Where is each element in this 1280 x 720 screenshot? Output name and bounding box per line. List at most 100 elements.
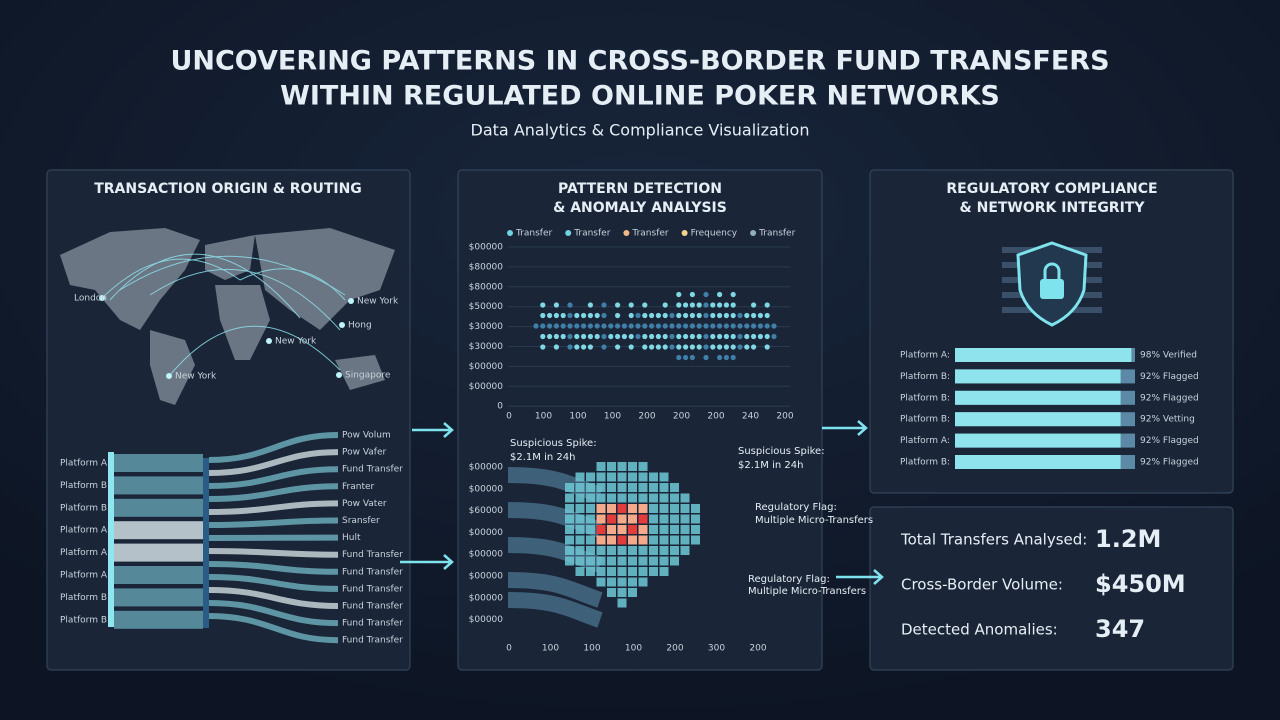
scatter-dot [533,323,539,329]
map-label: New York [357,297,399,307]
scatter-dot [757,323,764,329]
scatter-dot [587,302,594,308]
heat-cell [586,493,595,503]
heat-cell [596,483,606,492]
target-label: Fund Transfer [342,584,403,594]
scatter-dot [683,323,689,329]
heat-cell [607,525,616,534]
continent [205,235,255,280]
x-tick-label: 200 [673,412,690,422]
scatter-dot [587,344,594,350]
scatter-dot [764,333,770,340]
heat-cell [628,472,637,482]
scatter-dot [696,344,702,350]
bar-label: Platform A: [900,436,950,446]
target-label: Pow Vater [342,499,387,509]
x-tick-label: 0 [506,644,512,654]
heat-cell [691,504,700,513]
continent [215,285,270,360]
target-label: Fund Transfer [342,550,403,560]
scatter-dot [567,344,573,350]
annotation: Regulatory Flag: Multiple Micro-Transfers [755,502,873,526]
x-tick-label: 200 [776,412,793,422]
scatter-dot [567,323,573,329]
heat-cell [617,472,627,482]
scatter-dot [723,312,730,319]
scatter-dot [547,312,553,319]
heat-cell [649,472,658,482]
heat-cell [575,535,585,545]
sankey-flow [114,454,203,472]
heat-cell [596,493,606,503]
sankey-flow [208,574,339,592]
scatter-dot [676,312,682,319]
heat-cell [638,567,648,576]
heat-cell [649,556,658,566]
scatter-dot [689,333,696,340]
scatter-dot [649,344,655,350]
heat-cell [638,462,648,471]
scatter-dot [703,312,709,319]
scatter-dot [642,344,648,350]
scatter-dot [764,323,770,329]
heat-cell [607,472,616,482]
scatter-dot [621,323,628,329]
bar [955,348,1132,362]
heat-cell [649,514,658,524]
scatter-dot [737,344,743,350]
y-tick-label: $30000 [469,322,504,332]
scatter-dot [717,302,723,308]
flow-band [507,467,603,503]
scatter-dot [723,323,730,329]
scatter-dot [689,344,696,350]
annotation: Regulatory Flag: Multiple Micro-Transfers [748,574,866,597]
map-label: Hong [348,321,372,331]
sankey-node [108,452,114,627]
x-tick-label: 200 [666,644,683,654]
heat-cell [628,567,637,576]
scatter-dot [710,323,716,329]
continent [60,228,200,330]
scatter-dot [662,302,668,308]
scatter-dot [771,323,777,329]
bar-status: 92% Flagged [1140,436,1199,446]
world-map [60,228,395,405]
scatter-dot [723,354,730,361]
scatter-dot [710,312,716,319]
scatter-dot [771,333,777,340]
heat-cell [628,514,637,524]
scatter-dot [587,333,594,340]
heat-cell [565,546,574,555]
heat-cell [565,514,574,524]
scatter-dot [689,354,696,361]
heat-cell [628,462,637,471]
sankey-flow [208,483,339,502]
target-label: Fund Transfer [342,602,403,612]
heat-cell [638,535,648,545]
bar [955,455,1121,469]
x-tick-label: 200 [707,412,724,422]
heat-cell [680,504,690,513]
sankey-flow [208,449,339,476]
heat-cell [607,535,616,545]
arrows [400,420,884,585]
source-label: Platform A: [60,548,110,558]
heat-cell [659,504,669,513]
scatter-dot [567,312,573,319]
scatter-dot [717,354,723,361]
scatter-dot [649,323,655,329]
scatter-dot [615,323,621,329]
scatter-dot [574,333,580,340]
y-tick-label: $00000 [469,615,504,625]
route [149,268,341,331]
sankey-flow [114,543,203,562]
heat-cell [617,556,627,566]
heat-cell [607,588,616,597]
heat-cell [628,493,637,503]
scatter-dot [676,344,682,350]
annotation: Suspicious Spike: $2.1M in 24h [510,438,597,463]
city-dot [339,322,345,328]
subtitle: Data Analytics & Compliance Visualizatio… [471,121,810,140]
x-tick-label: 200 [638,412,655,422]
heat-cell [691,525,700,534]
